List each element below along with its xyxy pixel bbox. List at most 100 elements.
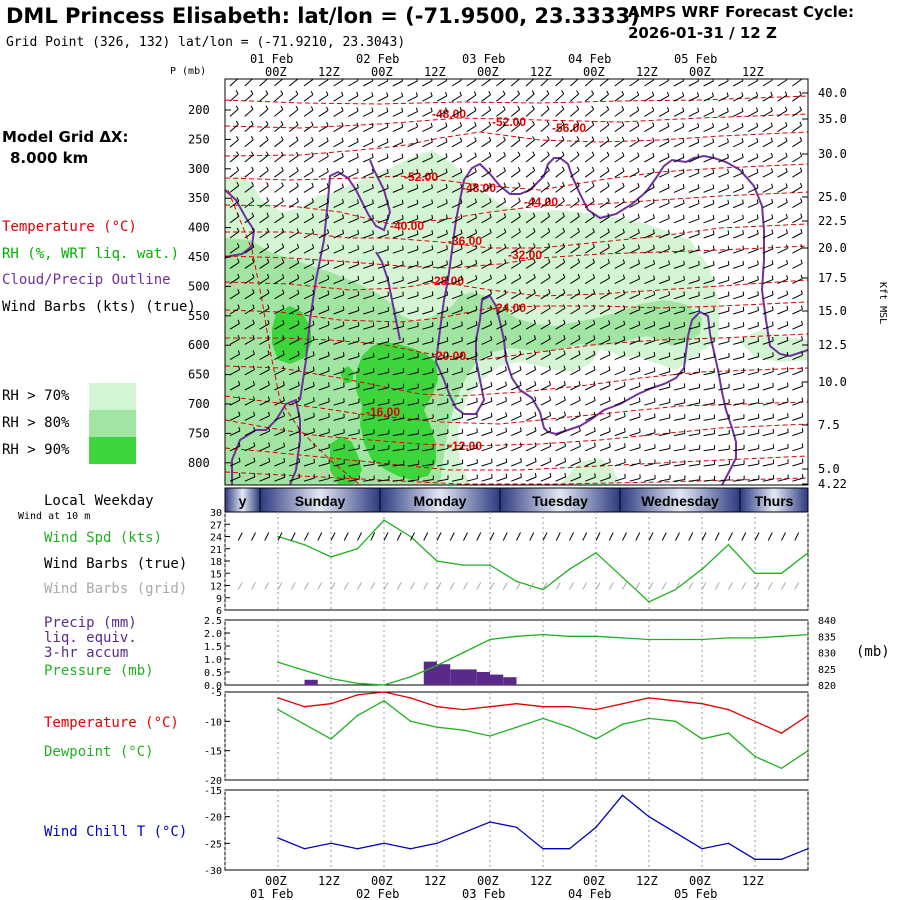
wind-barb-shaft [777,432,789,437]
wind-barb-shaft [762,447,774,452]
wind-barb-shaft [614,324,625,330]
wind-barb-flag [683,306,686,311]
wind-barb-shaft [644,324,655,330]
wind-barb-shaft [259,124,269,132]
wind-barb-flag [238,380,241,386]
wind-barb-shaft [363,279,374,285]
wind-barb-shaft [792,262,803,269]
wind-barb-flag [549,411,552,416]
surface-wind-barb-true [383,532,389,541]
wind-barb-flag [267,319,270,324]
wind-barb-shaft [259,154,269,163]
wind-barb-flag [517,136,521,141]
wind-barb-shaft [348,448,360,452]
wind-barb-shaft [777,232,788,239]
wind-barb-flag [504,366,507,371]
wind-barb-flag [342,260,345,265]
wind-barb-flag [547,181,550,186]
wind-barb-flag [682,122,685,127]
wind-barb-shaft [525,185,536,193]
wind-barb-flag [698,245,700,250]
wind-barb-flag [667,199,670,204]
wind-barb-shaft [688,233,700,239]
wind-barb-flag [755,107,759,112]
wind-barb-flag [801,428,804,433]
wind-barb-shaft [422,110,433,117]
wind-barb-shaft [614,446,626,452]
legend-wind-barbs: Wind Barbs (kts) (true) [2,299,196,315]
wind-barb-flag [265,90,269,95]
wind-barb-flag [712,199,715,204]
top-date-label: 02 Feb [356,52,399,66]
wind-barb-flag [296,197,299,202]
wind-barb-shaft [377,433,389,437]
surface-wind-barb-true [370,532,376,541]
wind-barb-shaft [229,476,241,482]
surface-wind-barb-true [423,532,429,541]
wind-barb-flag [784,91,788,96]
wind-barb-shaft [688,356,700,361]
wind-barb-shaft [688,187,700,193]
wind-barb-flag [741,184,744,189]
wind-barb-flag [237,258,240,263]
temperature-point [409,697,412,699]
wind-barb-shaft [659,294,670,300]
wind-barb-flag [653,275,656,280]
wind-barb-flag [505,381,507,386]
wind-barb-flag [310,90,314,95]
wind-barb-flag [771,306,774,311]
wind-barb-shaft [318,201,329,209]
wind-barb-shaft [451,309,463,315]
wind-barb-flag [562,273,566,278]
wind-barb-shaft [229,384,240,391]
wind-barb-shaft [584,93,594,102]
wind-barb-shaft [762,156,773,163]
wind-barb-shaft [362,80,374,87]
wind-barb-flag [563,304,566,309]
wind-barb-shaft [718,187,729,193]
isotherm-label: -48.00 [432,107,466,121]
pressure-tick-label: 835 [818,632,836,643]
wind-barb-shaft [747,417,759,421]
wind-barb-shaft [614,385,626,391]
wind-barb-shaft [525,139,535,148]
wind-barb-shaft [792,79,802,87]
pressure-point [277,661,279,664]
wind-barb-flag [474,213,478,218]
temperature-point [701,702,703,705]
wind-barb-shaft [259,200,269,209]
wind-barb-flag [401,168,404,174]
wind-barb-shaft [540,338,551,345]
wind-barb-flag [281,212,284,217]
wind-barb-shaft [244,445,256,452]
wind-barb-shaft [437,310,448,315]
surface-wind-barb-grid [635,582,641,590]
surface-wind-barb-true [396,532,402,541]
wind-barb-flag [533,335,537,340]
surface-wind-barb-grid [688,582,694,590]
wind-barb-shaft [244,384,255,391]
wind-barb-shaft [718,356,730,361]
wind-barb-flag [667,168,670,173]
wind-barb-shaft [274,430,285,437]
wind-barb-flag [756,137,759,143]
wind-barb-flag [357,245,360,250]
wind-barb-shaft [229,461,241,467]
wind-barb-shaft [348,233,359,239]
surface-wind-barb-grid [304,582,309,590]
wind-barb-flag [563,426,567,432]
wind-barb-shaft [466,94,477,102]
wind-barb-flag [431,214,434,219]
wind-barb-flag [235,136,239,140]
wind-barb-flag [757,275,759,280]
wind-barb-shaft [407,295,419,300]
wind-barb-shaft [451,294,463,300]
wind-barb-shaft [733,233,744,239]
surface-wind-barb-grid [754,582,760,590]
wind-barb-shaft [540,154,550,163]
wind-barb-shaft [362,95,374,102]
wind-barb-shaft [229,108,239,117]
wind-barb-flag [577,212,580,217]
wind-barb-flag [534,411,537,416]
wind-barb-flag [445,214,448,219]
